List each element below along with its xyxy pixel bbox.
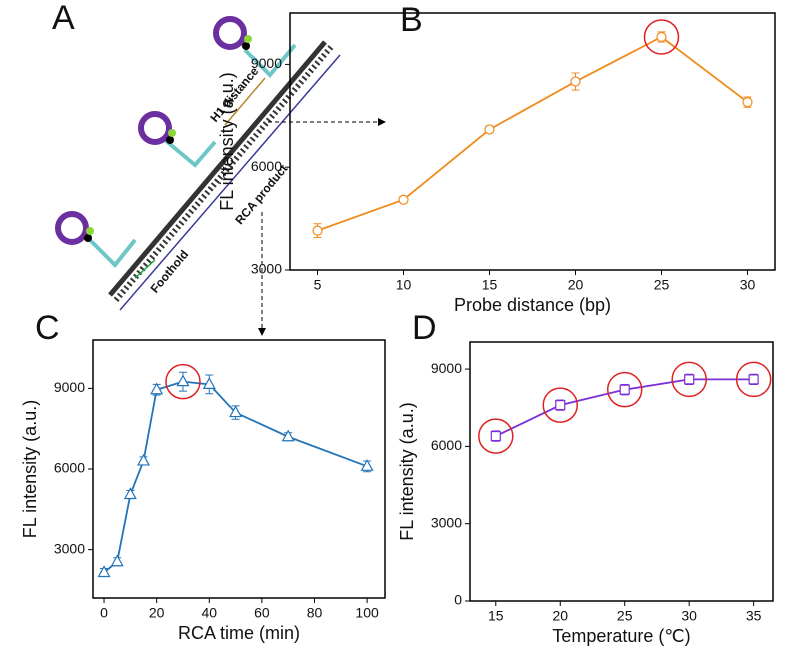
y-axis-label: FL intensity (a.u.) <box>20 400 40 538</box>
highlight-ring <box>735 361 772 398</box>
marker <box>619 384 630 395</box>
x-tick-label: 80 <box>307 605 323 621</box>
x-tick-label: 30 <box>681 608 697 624</box>
plot-frame <box>469 341 774 602</box>
marker <box>136 453 151 466</box>
plot-frame <box>289 12 776 271</box>
marker <box>229 405 243 418</box>
y-tick-label: 6000 <box>251 158 282 174</box>
marker <box>360 459 374 471</box>
x-tick-label: 40 <box>201 605 217 621</box>
marker <box>484 124 495 135</box>
marker <box>656 31 667 43</box>
x-tick-label: 25 <box>654 277 670 293</box>
y-tick-label: 9000 <box>431 360 462 376</box>
x-tick-label: 15 <box>482 277 498 293</box>
panel-label: B <box>400 1 423 39</box>
panel-label: D <box>412 309 437 347</box>
y-tick-label: 3000 <box>251 261 282 277</box>
y-tick-label: 6000 <box>431 437 462 453</box>
series-line <box>103 380 368 574</box>
marker <box>176 374 190 387</box>
x-tick-label: 100 <box>355 605 379 621</box>
y-tick-label: 6000 <box>54 460 85 476</box>
x-tick-label: 35 <box>746 608 762 624</box>
marker <box>570 76 581 87</box>
x-tick-label: 15 <box>488 608 504 624</box>
highlight-ring <box>478 418 514 454</box>
x-tick-label: 5 <box>314 277 322 293</box>
highlight-ring <box>643 19 680 55</box>
marker <box>748 374 759 385</box>
y-tick-label: 9000 <box>54 379 85 395</box>
marker <box>490 430 501 442</box>
x-tick-label: 20 <box>568 277 584 293</box>
x-tick-label: 20 <box>149 605 165 621</box>
marker <box>555 400 566 411</box>
dyes <box>84 35 252 242</box>
x-tick-label: 25 <box>617 608 633 624</box>
marker <box>97 565 111 578</box>
x-axis-label: Temperature (℃) <box>552 626 690 646</box>
highlight-ring <box>606 371 643 408</box>
rca-arrow <box>119 54 341 311</box>
highlight-ring <box>542 387 579 423</box>
y-axis-label: FL intensity (a.u.) <box>397 402 417 540</box>
x-axis-label: RCA time (min) <box>178 623 300 643</box>
strand <box>108 40 327 297</box>
highlight-ring <box>671 361 707 398</box>
marker <box>110 554 124 567</box>
marker <box>398 194 409 205</box>
h1-arrow <box>224 77 266 126</box>
foothold-arrow <box>134 259 156 279</box>
highlight-ring <box>165 363 201 400</box>
x-tick-label: 60 <box>254 605 270 621</box>
marker <box>123 487 137 500</box>
hairpins <box>55 16 247 245</box>
x-tick-label: 0 <box>100 605 108 621</box>
probes <box>88 43 297 268</box>
y-tick-label: 9000 <box>251 55 282 71</box>
y-tick-label: 0 <box>454 592 462 608</box>
y-tick-label: 3000 <box>431 514 462 530</box>
series-line <box>317 35 749 232</box>
marker <box>684 374 695 385</box>
plot-frame <box>92 339 386 599</box>
panel-label: C <box>35 309 60 347</box>
panel-label: A <box>52 0 75 37</box>
marker <box>742 96 753 108</box>
marker <box>202 377 216 389</box>
marker <box>150 382 164 395</box>
y-tick-label: 3000 <box>54 540 85 556</box>
marker <box>281 429 295 442</box>
comb <box>113 45 334 302</box>
y-axis-label: FL intensity (a.u.) <box>217 72 237 210</box>
x-tick-label: 30 <box>740 277 756 293</box>
x-axis-label: Probe distance (bp) <box>454 295 611 315</box>
x-tick-label: 10 <box>396 277 412 293</box>
x-tick-label: 20 <box>552 608 568 624</box>
marker <box>312 225 323 236</box>
